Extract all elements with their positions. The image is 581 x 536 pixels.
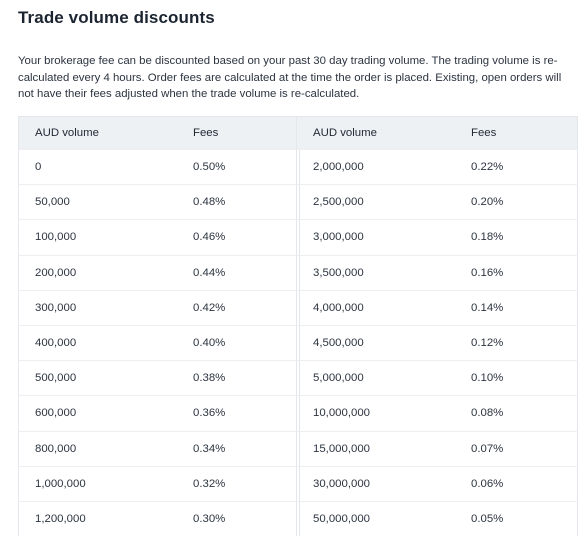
table-row: 2,000,000 0.22% bbox=[296, 149, 578, 185]
fee-cell: 0.10% bbox=[471, 372, 504, 385]
volume-cell: 400,000 bbox=[35, 337, 77, 350]
fee-cell: 0.08% bbox=[471, 407, 504, 420]
table-row: 0 0.50% bbox=[18, 149, 300, 185]
table-row: 10,000,000 0.08% bbox=[296, 395, 578, 431]
volume-cell: 600,000 bbox=[35, 407, 77, 420]
fee-cell: 0.06% bbox=[471, 477, 504, 490]
table-row: 50,000 0.48% bbox=[18, 184, 300, 220]
fee-cell: 0.46% bbox=[193, 231, 226, 244]
fee-cell: 0.44% bbox=[193, 266, 226, 279]
volume-cell: 1,000,000 bbox=[35, 477, 86, 490]
fee-cell: 0.05% bbox=[471, 512, 504, 525]
volume-cell: 500,000 bbox=[35, 372, 77, 385]
table-header-row: AUD volume Fees bbox=[18, 116, 300, 150]
volume-cell: 1,200,000 bbox=[35, 512, 86, 525]
fee-cell: 0.30% bbox=[193, 512, 226, 525]
table-row: 30,000,000 0.06% bbox=[296, 466, 578, 501]
fee-cell: 0.40% bbox=[193, 337, 226, 350]
table-row: 1,200,000 0.30% bbox=[18, 501, 300, 536]
fee-cell: 0.20% bbox=[471, 196, 504, 209]
table-row: 3,500,000 0.16% bbox=[296, 255, 578, 290]
volume-cell: 30,000,000 bbox=[313, 477, 371, 490]
column-header-fees: Fees bbox=[193, 127, 219, 139]
fee-cell: 0.22% bbox=[471, 161, 504, 174]
volume-cell: 100,000 bbox=[35, 231, 77, 244]
volume-cell: 200,000 bbox=[35, 266, 77, 279]
fee-cell: 0.50% bbox=[193, 161, 226, 174]
volume-cell: 300,000 bbox=[35, 301, 77, 314]
volume-cell: 50,000 bbox=[35, 196, 70, 209]
table-row: 15,000,000 0.07% bbox=[296, 431, 578, 466]
fee-cell: 0.42% bbox=[193, 301, 226, 314]
table-row: 100,000 0.46% bbox=[18, 219, 300, 255]
table-row: 4,500,000 0.12% bbox=[296, 325, 578, 360]
volume-cell: 4,500,000 bbox=[313, 337, 364, 350]
fee-cell: 0.48% bbox=[193, 196, 226, 209]
table-row: 400,000 0.40% bbox=[18, 325, 300, 360]
volume-cell: 50,000,000 bbox=[313, 512, 371, 525]
volume-cell: 2,000,000 bbox=[313, 161, 364, 174]
table-row: 2,500,000 0.20% bbox=[296, 184, 578, 220]
volume-cell: 3,000,000 bbox=[313, 231, 364, 244]
volume-cell: 800,000 bbox=[35, 442, 77, 455]
fee-cell: 0.36% bbox=[193, 407, 226, 420]
column-header-volume: AUD volume bbox=[35, 127, 99, 139]
volume-cell: 3,500,000 bbox=[313, 266, 364, 279]
table-header-row: AUD volume Fees bbox=[296, 116, 578, 150]
fee-cell: 0.07% bbox=[471, 442, 504, 455]
volume-cell: 2,500,000 bbox=[313, 196, 364, 209]
volume-cell: 0 bbox=[35, 161, 42, 174]
column-header-volume: AUD volume bbox=[313, 127, 377, 139]
page-title: Trade volume discounts bbox=[18, 8, 215, 27]
table-row: 4,000,000 0.14% bbox=[296, 290, 578, 325]
table-row: 300,000 0.42% bbox=[18, 290, 300, 325]
fee-cell: 0.32% bbox=[193, 477, 226, 490]
fee-cell: 0.14% bbox=[471, 301, 504, 314]
table-row: 800,000 0.34% bbox=[18, 431, 300, 466]
volume-cell: 5,000,000 bbox=[313, 372, 364, 385]
table-row: 1,000,000 0.32% bbox=[18, 466, 300, 501]
intro-paragraph: Your brokerage fee can be discounted bas… bbox=[18, 55, 562, 100]
fee-cell: 0.18% bbox=[471, 231, 504, 244]
table-row: 5,000,000 0.10% bbox=[296, 360, 578, 396]
volume-cell: 10,000,000 bbox=[313, 407, 371, 420]
fee-table-left: AUD volume Fees 0 0.50% 50,000 0.48% 100,0… bbox=[18, 116, 300, 536]
table-row: 600,000 0.36% bbox=[18, 395, 300, 431]
volume-cell: 4,000,000 bbox=[313, 301, 364, 314]
volume-cell: 15,000,000 bbox=[313, 442, 371, 455]
table-row: 500,000 0.38% bbox=[18, 360, 300, 396]
fee-cell: 0.12% bbox=[471, 337, 504, 350]
fee-cell: 0.34% bbox=[193, 442, 226, 455]
table-row: 3,000,000 0.18% bbox=[296, 219, 578, 255]
fee-cell: 0.38% bbox=[193, 372, 226, 385]
fee-tables: AUD volume Fees 0 0.50% 50,000 0.48% 100,0… bbox=[18, 116, 578, 536]
table-row: 200,000 0.44% bbox=[18, 255, 300, 290]
column-header-fees: Fees bbox=[471, 127, 497, 139]
fee-cell: 0.16% bbox=[471, 266, 504, 279]
fee-table-right: AUD volume Fees 2,000,000 0.22% 2,500,000… bbox=[296, 116, 578, 536]
table-row: 50,000,000 0.05% bbox=[296, 501, 578, 536]
